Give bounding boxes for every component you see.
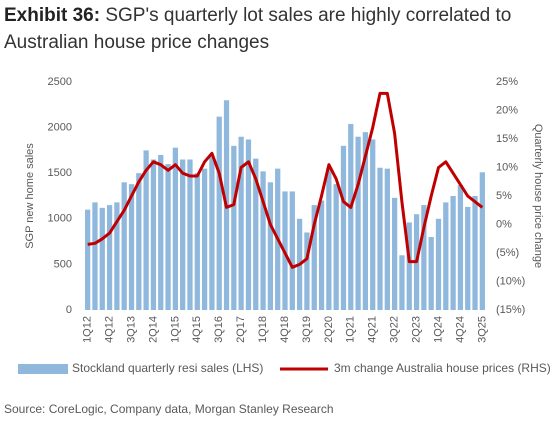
chart-title: SGP's quarterly lot sales are highly cor… <box>4 5 512 53</box>
bar <box>245 139 252 310</box>
bar <box>421 205 427 310</box>
y-tick-label: 500 <box>54 258 72 270</box>
bar <box>304 232 310 310</box>
legend-label: Stockland quarterly resi sales (LHS) <box>72 361 263 375</box>
bar <box>216 116 222 310</box>
x-tick-label: 3Q13 <box>125 316 137 343</box>
y2-tick-label: 20% <box>496 104 518 116</box>
legend-label: 3m change Australia house prices (RHS) <box>334 361 550 375</box>
bar <box>443 202 449 310</box>
bar <box>472 196 478 310</box>
bar <box>85 209 91 310</box>
y-tick-label: 2500 <box>48 76 72 88</box>
y2-tick-label: 5% <box>496 190 512 202</box>
y-tick-label: 1500 <box>48 167 72 179</box>
bar <box>289 191 295 310</box>
bar <box>340 145 347 310</box>
x-tick-label: 1Q12 <box>82 316 94 343</box>
x-tick-label: 3Q22 <box>389 316 401 343</box>
x-tick-label: 2Q14 <box>147 316 159 343</box>
x-tick-label: 2Q17 <box>235 316 247 343</box>
bar <box>399 255 405 310</box>
x-tick-label: 4Q24 <box>454 316 466 343</box>
bar <box>158 154 164 310</box>
y-tick-label: 0 <box>66 304 72 316</box>
x-tick-label: 2Q23 <box>410 316 422 343</box>
y-tick-label: 2000 <box>48 122 72 134</box>
bar <box>326 167 332 310</box>
x-tick-label: 3Q16 <box>213 316 225 343</box>
bar <box>318 200 325 310</box>
y2-tick-label: (15%) <box>496 304 525 316</box>
bar <box>450 196 456 310</box>
bar <box>231 145 237 310</box>
x-tick-label: 1Q24 <box>432 316 444 343</box>
title-label: Exhibit 36: <box>4 5 101 26</box>
x-tick-label: 4Q21 <box>367 316 379 343</box>
bar <box>348 123 354 311</box>
bar <box>209 156 215 310</box>
bar <box>136 173 142 310</box>
line <box>87 91 484 269</box>
y2-tick-label: 15% <box>496 133 518 145</box>
bar <box>384 168 390 310</box>
bar <box>238 136 244 310</box>
y2-tick-label: 25% <box>496 76 518 88</box>
y-axis-label: SGP new home sales <box>24 143 36 249</box>
bar <box>362 132 369 310</box>
bar <box>465 206 471 310</box>
bar <box>187 159 193 310</box>
title-block: Exhibit 36: SGP's quarterly lot sales ar… <box>4 2 544 56</box>
bar <box>406 222 412 310</box>
y2-tick-label: 10% <box>496 161 518 173</box>
bar <box>370 139 376 310</box>
bar <box>333 184 339 310</box>
x-tick-label: 4Q15 <box>191 316 203 343</box>
bar <box>128 184 135 310</box>
bar <box>143 150 149 310</box>
bar <box>253 158 259 310</box>
x-tick-label: 4Q12 <box>103 316 115 343</box>
x-tick-label: 4Q18 <box>279 316 291 343</box>
y2-tick-label: (5%) <box>496 247 519 259</box>
bar <box>121 182 127 310</box>
bar <box>260 171 266 310</box>
bar <box>267 182 274 310</box>
source: Source: CoreLogic, Company data, Morgan … <box>4 402 334 416</box>
y2-axis-label: Quarterly house price change <box>532 124 544 268</box>
bar <box>457 185 464 310</box>
bar <box>377 167 383 310</box>
bar <box>392 197 398 310</box>
x-tick-label: 3Q25 <box>476 316 488 343</box>
bar <box>106 205 113 310</box>
bar <box>428 237 434 310</box>
x-tick-label: 1Q15 <box>169 316 181 343</box>
bar <box>172 147 178 310</box>
x-tick-label: 2Q20 <box>323 316 335 343</box>
y2-tick-label: (10%) <box>496 275 525 287</box>
bar <box>92 202 98 310</box>
bar <box>194 173 200 310</box>
bar <box>311 205 317 310</box>
legend-swatch <box>18 364 68 374</box>
bar <box>150 159 157 310</box>
y2-tick-label: 0% <box>496 218 512 230</box>
bar <box>165 164 171 310</box>
bar <box>114 202 120 310</box>
bar <box>355 136 361 310</box>
x-tick-label: 3Q19 <box>301 316 313 343</box>
bar <box>201 168 208 310</box>
bar <box>435 218 442 310</box>
bar <box>99 207 105 310</box>
x-tick-label: 1Q18 <box>257 316 269 343</box>
bar <box>180 159 186 310</box>
x-tick-label: 1Q21 <box>345 316 357 343</box>
y-tick-label: 1000 <box>48 213 72 225</box>
bar <box>479 172 485 310</box>
